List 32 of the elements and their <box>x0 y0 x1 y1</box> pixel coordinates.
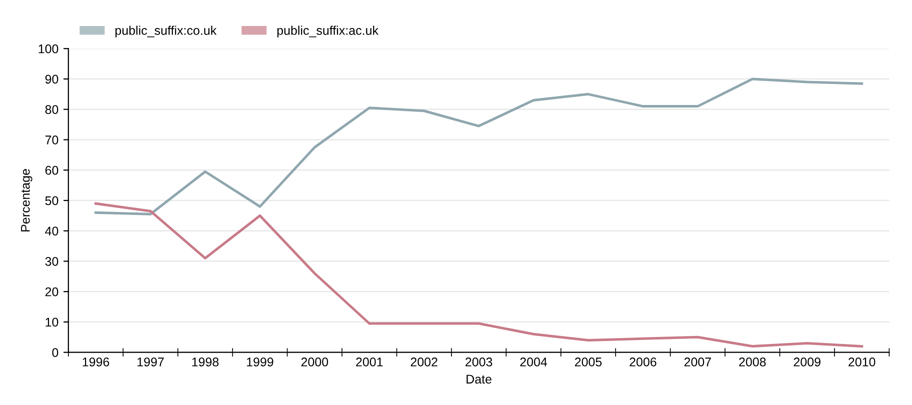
x-tick-label: 1997 <box>138 358 164 366</box>
x-tick-label: 1999 <box>246 358 274 366</box>
y-tick-label: 20 <box>45 287 58 296</box>
y-tick-label: 70 <box>45 136 58 144</box>
y-tick-label: 90 <box>45 74 58 84</box>
y-tick-label: 40 <box>45 226 58 236</box>
x-tick-label: 2003 <box>466 358 492 366</box>
y-tick-label: 50 <box>45 196 58 206</box>
line-series <box>94 78 864 216</box>
legend-label: public_suffix:co.uk <box>115 26 217 38</box>
x-tick-label: 2007 <box>684 358 711 366</box>
x-tick-label: 2004 <box>520 358 548 366</box>
x-tick-label: 2009 <box>794 358 820 366</box>
y-tick-label: 60 <box>45 166 58 175</box>
x-tick-label: 2001 <box>356 358 383 366</box>
x-tick-label: 2010 <box>848 358 876 366</box>
x-tick-label: 2006 <box>630 358 656 366</box>
x-tick-label: 2000 <box>301 358 328 366</box>
x-axis-title: Date <box>466 374 492 384</box>
y-axis-title: Percentage <box>21 169 32 232</box>
x-tick-label: 1998 <box>192 358 219 366</box>
legend-label: public_suffix:ac.uk <box>277 26 378 38</box>
y-tick-label: 30 <box>45 257 58 266</box>
y-tick-label: 10 <box>46 318 58 327</box>
x-tick-label: 2005 <box>574 358 602 366</box>
y-tick-label: 80 <box>45 105 58 114</box>
y-tick-label: 100 <box>38 44 58 54</box>
x-tick-label: 2008 <box>739 358 766 366</box>
y-tick-label: 0 <box>52 348 58 357</box>
x-tick-label: 1996 <box>82 358 110 366</box>
line-series <box>94 202 864 348</box>
x-tick-label: 2002 <box>410 358 438 366</box>
